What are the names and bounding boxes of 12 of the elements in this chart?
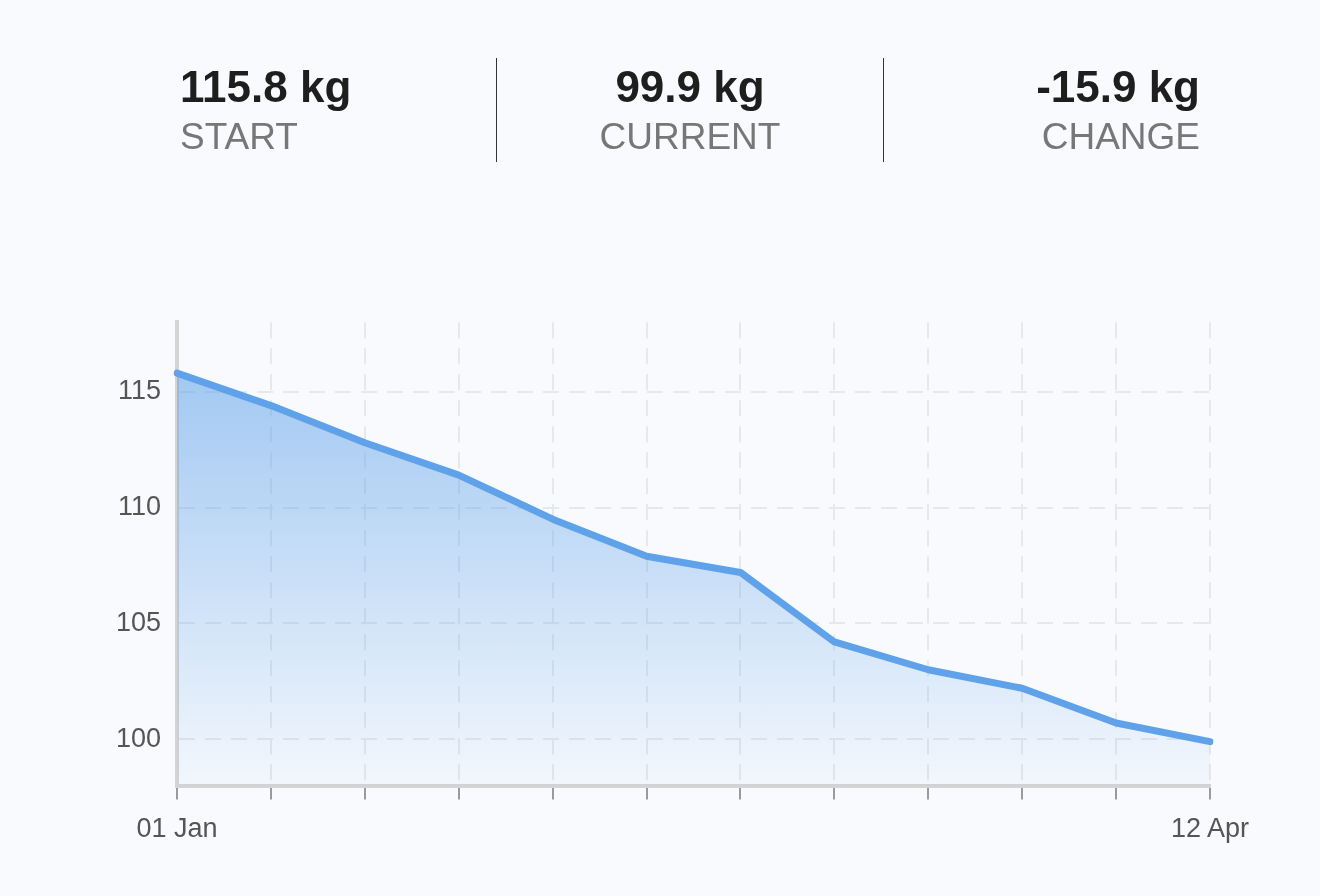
y-tick-label: 110 xyxy=(118,491,162,522)
x-tick-label: 12 Apr xyxy=(1170,813,1250,844)
text: 99.9 kg xyxy=(615,62,765,112)
text: -15.9 kg xyxy=(1036,62,1200,112)
x-tick-label: 01 Jan xyxy=(136,813,218,844)
text: 115.8 kg xyxy=(180,62,353,112)
y-tick-label: 115 xyxy=(118,375,162,406)
text: CURRENT xyxy=(599,116,781,158)
y-tick-label: 105 xyxy=(115,606,162,637)
text: CHANGE xyxy=(1041,116,1200,158)
y-tick-label: 100 xyxy=(115,722,162,753)
text: START xyxy=(180,116,299,158)
